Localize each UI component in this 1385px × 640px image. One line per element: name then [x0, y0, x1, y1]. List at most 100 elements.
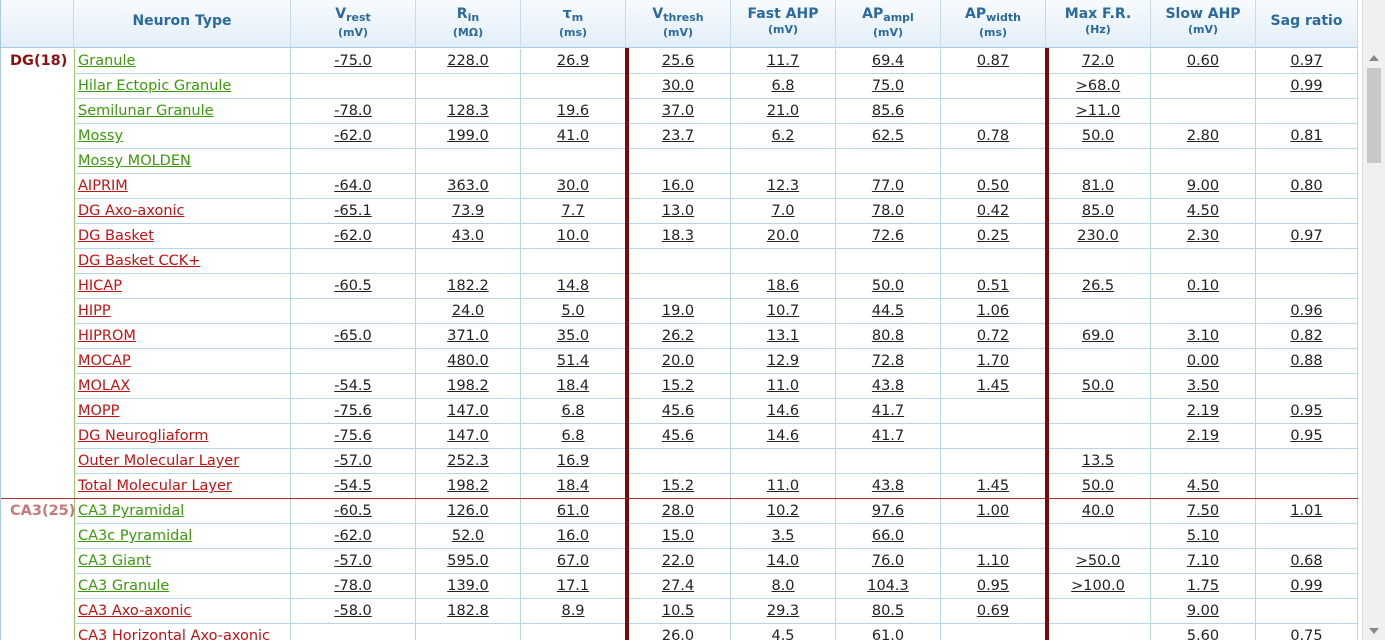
value-link[interactable]: -75.0	[334, 53, 372, 69]
neuron-link[interactable]: HIPP	[78, 303, 111, 319]
value-link[interactable]: 16.9	[556, 453, 590, 469]
value-link[interactable]: 1.75	[1186, 578, 1220, 594]
value-link[interactable]: 0.50	[976, 178, 1010, 194]
value-link[interactable]: 19.0	[661, 303, 695, 319]
value-link[interactable]: 14.8	[556, 278, 590, 294]
neuron-link[interactable]: MOLAX	[78, 378, 131, 394]
value-link[interactable]: 16.0	[556, 528, 590, 544]
neuron-link[interactable]: Mossy MOLDEN	[78, 153, 191, 169]
value-link[interactable]: 1.10	[976, 553, 1010, 569]
value-link[interactable]: 10.2	[766, 503, 800, 519]
value-link[interactable]: 8.9	[561, 603, 585, 619]
value-link[interactable]: >11.0	[1075, 103, 1121, 119]
value-link[interactable]: 62.5	[871, 128, 905, 144]
value-link[interactable]: 15.0	[661, 528, 695, 544]
value-link[interactable]: 182.2	[447, 278, 489, 294]
value-link[interactable]: 0.81	[1290, 128, 1323, 144]
value-link[interactable]: 0.97	[1290, 228, 1323, 244]
value-link[interactable]: 6.8	[561, 403, 585, 419]
value-link[interactable]: 1.00	[976, 503, 1010, 519]
value-link[interactable]: 43.8	[871, 378, 905, 394]
value-link[interactable]: >68.0	[1075, 78, 1121, 94]
value-link[interactable]: 12.9	[766, 353, 800, 369]
value-link[interactable]: 14.6	[766, 428, 800, 444]
neuron-link[interactable]: DG Basket	[78, 228, 154, 244]
neuron-link[interactable]: Semilunar Granule	[78, 103, 214, 119]
value-link[interactable]: 0.68	[1290, 553, 1323, 569]
value-link[interactable]: 19.6	[556, 103, 590, 119]
value-link[interactable]: 0.25	[976, 228, 1010, 244]
value-link[interactable]: 0.10	[1186, 278, 1220, 294]
value-link[interactable]: 6.2	[771, 128, 795, 144]
value-link[interactable]: 0.78	[976, 128, 1010, 144]
value-link[interactable]: 1.45	[976, 378, 1010, 394]
value-link[interactable]: 9.00	[1186, 603, 1220, 619]
value-link[interactable]: -54.5	[334, 378, 372, 394]
neuron-link[interactable]: HICAP	[78, 278, 122, 294]
value-link[interactable]: 4.50	[1186, 478, 1220, 494]
value-link[interactable]: 0.88	[1290, 353, 1323, 369]
value-link[interactable]: 3.5	[771, 528, 795, 544]
value-link[interactable]: 1.06	[976, 303, 1010, 319]
value-link[interactable]: 41.0	[556, 128, 590, 144]
value-link[interactable]: 7.0	[771, 203, 795, 219]
value-link[interactable]: 40.0	[1081, 503, 1115, 519]
value-link[interactable]: 25.6	[661, 53, 695, 69]
neuron-link[interactable]: Hilar Ectopic Granule	[78, 78, 232, 94]
value-link[interactable]: 50.0	[1081, 378, 1115, 394]
value-link[interactable]: 80.8	[871, 328, 905, 344]
value-link[interactable]: 78.0	[871, 203, 905, 219]
value-link[interactable]: -60.5	[334, 503, 372, 519]
value-link[interactable]: -62.0	[334, 528, 372, 544]
value-link[interactable]: 0.99	[1290, 78, 1323, 94]
value-link[interactable]: 4.5	[771, 628, 795, 640]
value-link[interactable]: 2.19	[1186, 428, 1220, 444]
value-link[interactable]: -57.0	[334, 453, 372, 469]
value-link[interactable]: 126.0	[447, 503, 489, 519]
value-link[interactable]: 6.8	[561, 428, 585, 444]
value-link[interactable]: 198.2	[447, 378, 489, 394]
value-link[interactable]: 26.2	[661, 328, 695, 344]
value-link[interactable]: 26.0	[661, 628, 695, 640]
value-link[interactable]: 13.0	[661, 203, 695, 219]
value-link[interactable]: 10.0	[556, 228, 590, 244]
value-link[interactable]: 28.0	[661, 503, 695, 519]
value-link[interactable]: 61.0	[871, 628, 905, 640]
value-link[interactable]: 51.4	[556, 353, 590, 369]
scrollbar[interactable]	[1362, 0, 1385, 640]
neuron-link[interactable]: AIPRIM	[78, 178, 128, 194]
neuron-link[interactable]: Granule	[78, 53, 136, 69]
value-link[interactable]: >100.0	[1071, 578, 1125, 594]
value-link[interactable]: 139.0	[447, 578, 489, 594]
value-link[interactable]: 199.0	[447, 128, 489, 144]
value-link[interactable]: 73.9	[451, 203, 485, 219]
value-link[interactable]: 29.3	[766, 603, 800, 619]
value-link[interactable]: 2.80	[1186, 128, 1220, 144]
value-link[interactable]: 11.7	[766, 53, 800, 69]
value-link[interactable]: 1.70	[976, 353, 1010, 369]
neuron-link[interactable]: CA3 Horizontal Axo-axonic	[78, 628, 271, 640]
neuron-link[interactable]: DG Neurogliaform	[78, 428, 209, 444]
value-link[interactable]: 11.0	[766, 478, 800, 494]
value-link[interactable]: 69.4	[871, 53, 905, 69]
value-link[interactable]: 23.7	[661, 128, 695, 144]
value-link[interactable]: -62.0	[334, 228, 372, 244]
value-link[interactable]: 9.00	[1186, 178, 1220, 194]
neuron-link[interactable]: CA3c Pyramidal	[78, 528, 193, 544]
value-link[interactable]: 5.10	[1186, 528, 1220, 544]
neuron-link[interactable]: HIPROM	[78, 328, 136, 344]
value-link[interactable]: 72.6	[871, 228, 905, 244]
neuron-link[interactable]: MOCAP	[78, 353, 131, 369]
value-link[interactable]: 45.6	[661, 403, 695, 419]
value-link[interactable]: -57.0	[334, 553, 372, 569]
value-link[interactable]: 67.0	[556, 553, 590, 569]
value-link[interactable]: 12.3	[766, 178, 800, 194]
value-link[interactable]: 43.0	[451, 228, 485, 244]
value-link[interactable]: 52.0	[451, 528, 485, 544]
value-link[interactable]: -78.0	[334, 578, 372, 594]
value-link[interactable]: 18.4	[556, 478, 590, 494]
value-link[interactable]: 26.9	[556, 53, 590, 69]
value-link[interactable]: 0.95	[976, 578, 1010, 594]
value-link[interactable]: 0.95	[1290, 428, 1323, 444]
value-link[interactable]: 10.7	[766, 303, 800, 319]
